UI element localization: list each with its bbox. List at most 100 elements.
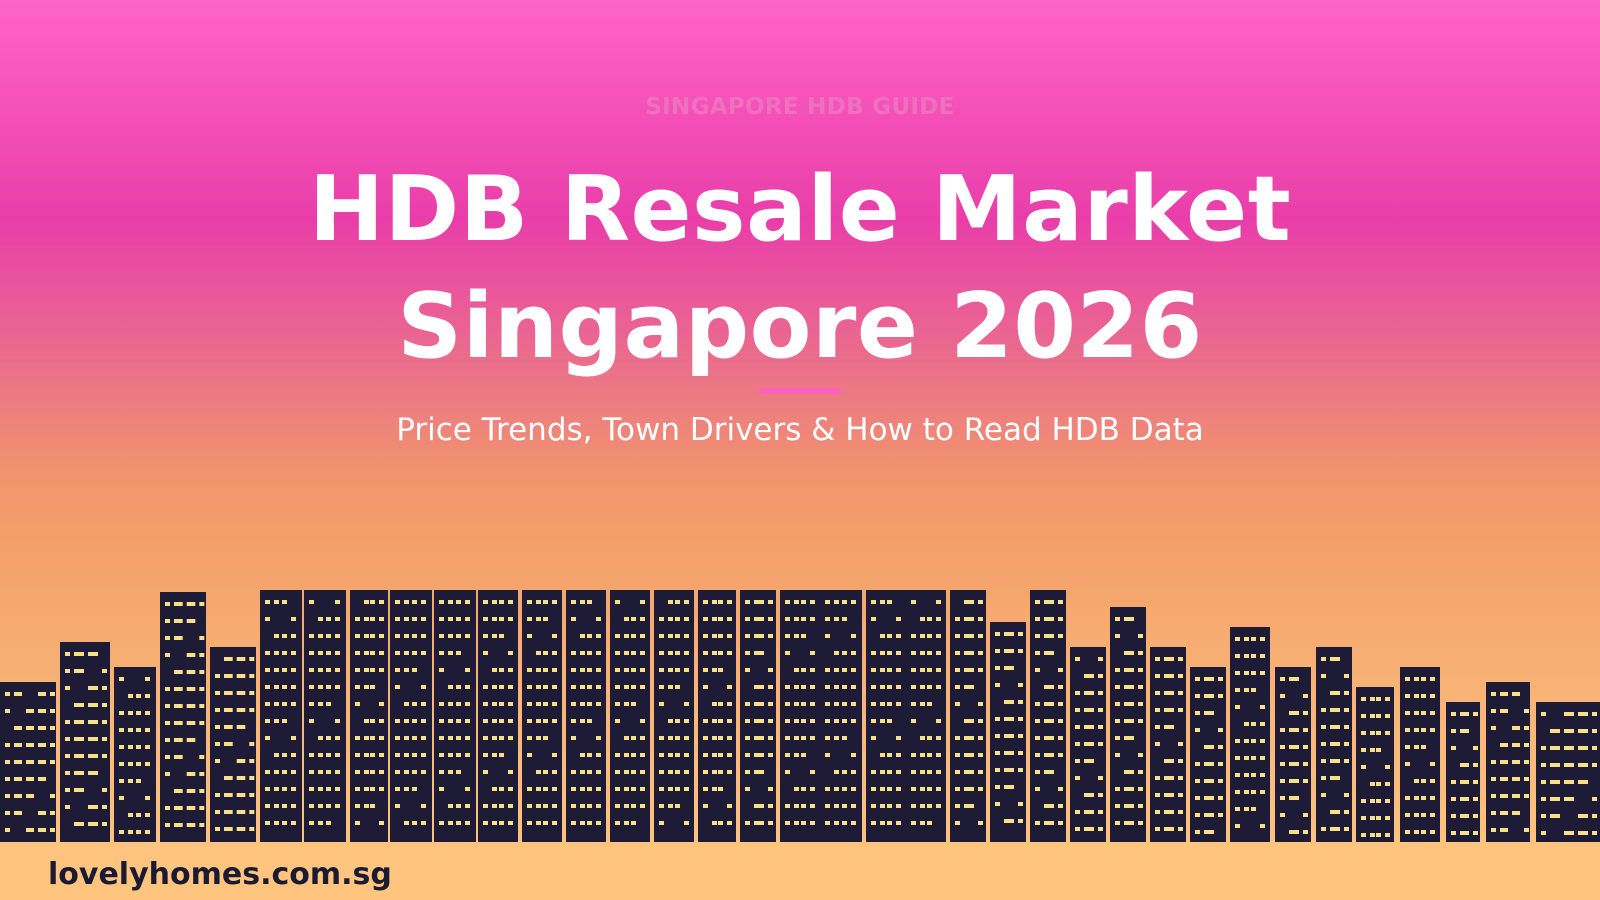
window: [119, 745, 124, 749]
window: [456, 719, 461, 723]
window: [596, 668, 601, 672]
window: [759, 804, 764, 808]
window: [364, 600, 369, 604]
window: [1244, 756, 1249, 760]
window: [1035, 702, 1040, 706]
window: [871, 719, 876, 723]
window: [1385, 799, 1390, 803]
window: [1515, 794, 1520, 798]
window: [527, 668, 532, 672]
window: [421, 821, 426, 825]
window: [978, 736, 983, 740]
window: [596, 787, 601, 791]
window: [1491, 726, 1496, 730]
window: [1058, 736, 1063, 740]
window: [712, 787, 717, 791]
window: [955, 617, 960, 621]
building: [820, 590, 862, 842]
window: [1555, 814, 1560, 818]
window: [659, 736, 664, 740]
window: [978, 668, 983, 672]
window: [379, 736, 384, 740]
window: [186, 772, 192, 776]
window: [1464, 831, 1469, 835]
window: [880, 770, 885, 774]
window: [1009, 819, 1014, 823]
window: [492, 804, 497, 808]
window: [712, 668, 717, 672]
window: [499, 668, 504, 672]
window: [282, 719, 287, 723]
window: [1115, 804, 1120, 808]
window: [1335, 827, 1340, 831]
window: [936, 736, 941, 740]
window: [508, 770, 513, 774]
window: [927, 702, 932, 706]
window: [1235, 739, 1240, 743]
window: [1370, 799, 1375, 803]
window: [527, 634, 532, 638]
window: [26, 828, 31, 832]
window: [165, 653, 170, 657]
window: [412, 634, 417, 638]
window: [596, 736, 601, 740]
window: [1280, 779, 1285, 783]
window: [615, 702, 620, 706]
window: [404, 668, 409, 672]
window: [552, 787, 557, 791]
building: [654, 590, 694, 842]
window: [1583, 814, 1588, 818]
window: [29, 760, 34, 764]
window: [615, 770, 620, 774]
window: [624, 702, 629, 706]
window: [88, 822, 93, 826]
window: [265, 651, 270, 655]
window: [395, 651, 400, 655]
window: [536, 804, 541, 808]
window: [227, 725, 233, 729]
window: [1564, 797, 1569, 801]
window: [74, 737, 79, 741]
window: [1405, 745, 1410, 749]
window: [810, 600, 815, 604]
window: [1500, 794, 1505, 798]
window: [955, 668, 960, 672]
window: [754, 685, 759, 689]
window: [810, 804, 815, 808]
window: [543, 719, 548, 723]
window: [842, 804, 847, 808]
window: [1385, 714, 1390, 718]
window: [274, 668, 279, 672]
window: [1244, 637, 1249, 641]
window: [596, 685, 601, 689]
window: [379, 651, 384, 655]
window: [810, 685, 815, 689]
window: [1218, 728, 1223, 732]
window: [936, 787, 941, 791]
window: [439, 600, 444, 604]
window: [1155, 691, 1160, 695]
window: [543, 804, 548, 808]
window: [768, 668, 773, 672]
window: [1204, 711, 1209, 715]
window: [318, 617, 323, 621]
window: [745, 821, 750, 825]
window: [1075, 725, 1080, 729]
window: [834, 685, 839, 689]
window: [727, 617, 732, 621]
window: [1421, 728, 1426, 732]
window: [1473, 780, 1478, 784]
window: [274, 770, 279, 774]
window: [727, 736, 732, 740]
window: [920, 634, 925, 638]
window: [102, 788, 107, 792]
window: [29, 726, 34, 730]
building: [434, 590, 476, 842]
window: [1235, 773, 1240, 777]
window: [1512, 794, 1517, 798]
window: [825, 702, 830, 706]
window: [675, 600, 680, 604]
window: [1260, 722, 1265, 726]
window: [552, 634, 557, 638]
window: [186, 704, 192, 708]
